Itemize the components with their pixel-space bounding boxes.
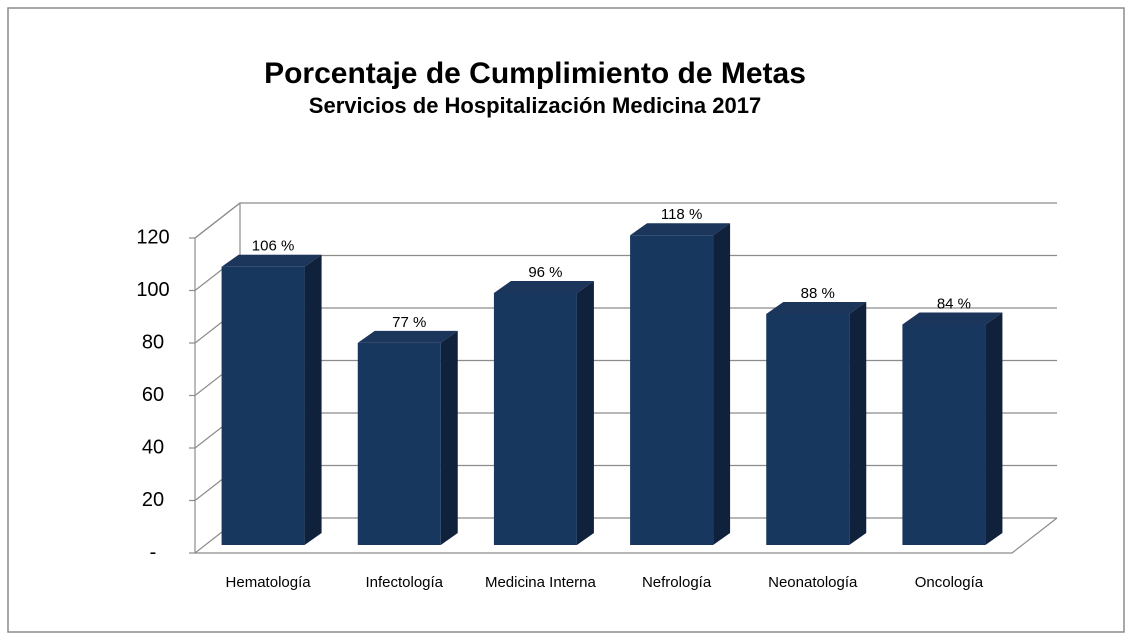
y-tick-label: 60 — [142, 384, 164, 406]
bar-top — [357, 330, 458, 343]
bar-side — [576, 281, 594, 545]
x-tick-label: Hematología — [226, 574, 312, 591]
floor-front — [195, 517, 1058, 554]
y-tick-label: 20 — [142, 489, 164, 511]
bar — [902, 312, 1003, 545]
x-tick-label: Medicina Interna — [485, 574, 597, 591]
chart-title: Porcentaje de Cumplimiento de Metas — [264, 57, 806, 90]
y-tick-label: 120 — [136, 226, 169, 248]
bar-front — [766, 314, 850, 545]
bar-side — [985, 312, 1003, 545]
bar-top — [902, 312, 1003, 325]
grid-line — [194, 202, 1057, 239]
bar — [357, 330, 458, 545]
data-label: 118 % — [661, 206, 702, 223]
data-label: 96 % — [528, 264, 562, 281]
y-tick-label: 40 — [142, 436, 164, 458]
y-tick-label: - — [150, 541, 157, 563]
x-tick-label: Oncología — [915, 574, 984, 591]
data-label: 84 % — [937, 295, 971, 312]
data-label: 106 % — [252, 238, 295, 255]
data-label: 77 % — [392, 314, 426, 331]
bar-top — [221, 254, 322, 267]
bar-side — [849, 302, 867, 545]
bar-side — [304, 254, 322, 545]
bar-side — [440, 330, 458, 545]
y-tick-label: 100 — [136, 279, 169, 301]
bar — [221, 254, 322, 545]
x-tick-label: Neonatología — [768, 574, 858, 591]
bar — [493, 281, 594, 545]
bar-top — [766, 302, 867, 314]
bar-front — [221, 266, 305, 545]
bar — [630, 223, 731, 545]
bar-top — [630, 223, 731, 236]
bar-front — [357, 342, 441, 545]
bar-front — [493, 293, 577, 545]
bar-front — [902, 324, 986, 545]
bar-side — [713, 223, 731, 545]
y-tick-label: 80 — [142, 331, 164, 353]
bar-top — [493, 281, 594, 293]
x-tick-label: Infectología — [365, 574, 443, 591]
bar-front — [630, 235, 714, 545]
bar — [766, 302, 867, 545]
chart-subtitle: Servicios de Hospitalización Medicina 20… — [309, 93, 761, 118]
x-tick-label: Nefrología — [642, 574, 712, 591]
data-label: 88 % — [801, 285, 835, 302]
